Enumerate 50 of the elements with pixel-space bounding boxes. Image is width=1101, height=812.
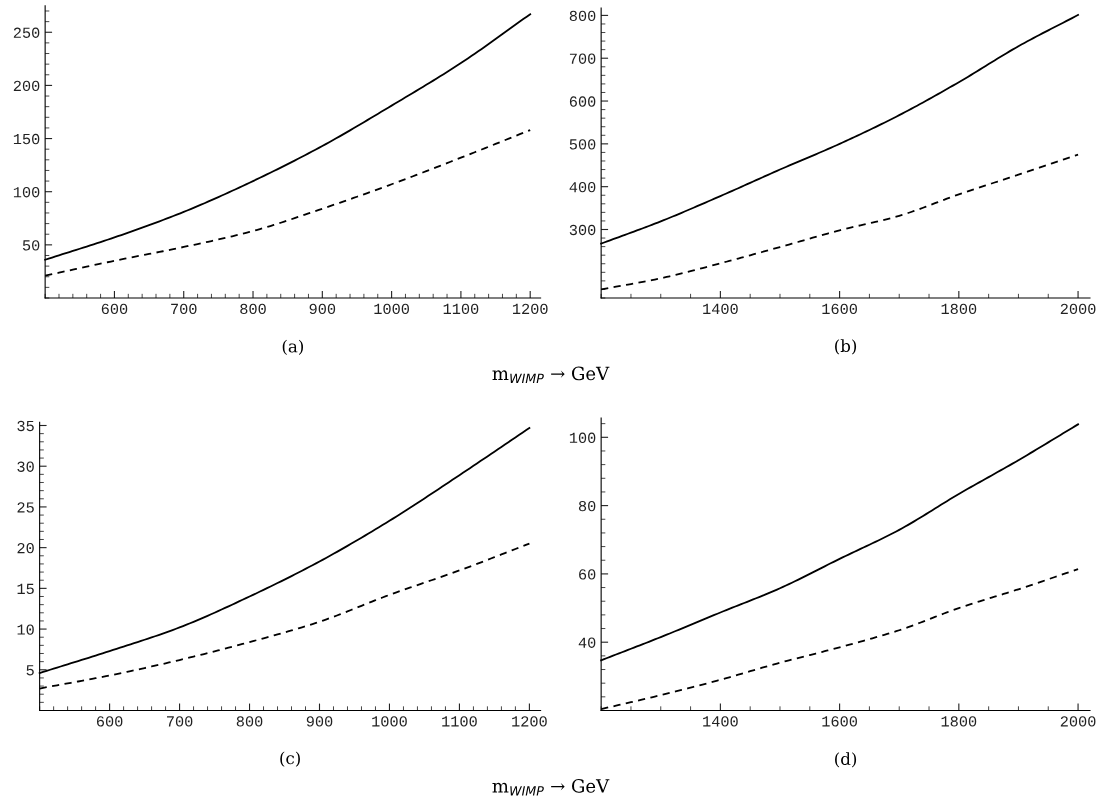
x-axis-title: m$_{WIMP}$ → GeV	[492, 779, 610, 796]
text: (d)	[835, 752, 857, 768]
x-tick-label: 1800	[941, 716, 977, 727]
y-tick-label: 150	[13, 133, 40, 145]
y-tick-label: 700	[569, 53, 596, 64]
x-tick-label: 2000	[1060, 716, 1096, 727]
y-tick-label: 60	[579, 569, 596, 580]
y-tick-label: 500	[569, 139, 596, 150]
x-tick-label: 1000	[374, 303, 409, 315]
x-tick-label: 900	[309, 303, 336, 315]
y-tick-label: 20	[17, 542, 34, 554]
x-tick-label: 800	[236, 716, 263, 727]
x-tick-label: 700	[166, 716, 193, 727]
x-tick-label: 1600	[822, 716, 857, 727]
x-tick-label: 1200	[512, 303, 548, 315]
x-tick-label: 1400	[703, 303, 738, 315]
x-tick-label: 1100	[443, 303, 479, 315]
x-tick-label: 1800	[941, 303, 977, 315]
x-tick-label: 700	[171, 303, 197, 315]
x-tick-label: 600	[96, 716, 123, 727]
y-tick-label: 600	[569, 96, 596, 107]
x-tick-label: 1000	[372, 716, 407, 727]
x-tick-label: 600	[101, 303, 128, 315]
y-tick-label: 5	[26, 665, 34, 676]
y-tick-label: 200	[13, 80, 40, 92]
y-tick-label: 35	[17, 420, 34, 432]
x-axis-title: m$_{WIMP}$ → GeV	[492, 366, 610, 383]
x-tick-label: 2000	[1060, 303, 1096, 315]
text: (b)	[835, 339, 857, 355]
x-tick-label: 1200	[512, 716, 547, 727]
y-tick-label: 300	[569, 224, 596, 236]
y-tick-label: 250	[13, 27, 40, 38]
y-tick-label: 800	[569, 10, 596, 22]
x-tick-label: 1600	[822, 303, 857, 315]
y-tick-label: 100	[13, 187, 40, 198]
y-tick-label: 400	[569, 181, 596, 193]
y-tick-label: 30	[17, 461, 34, 472]
text: (c)	[280, 751, 300, 767]
y-tick-label: 10	[17, 624, 34, 635]
y-tick-label: 25	[17, 502, 34, 513]
x-tick-label: 800	[240, 303, 266, 315]
x-tick-label: 900	[306, 716, 333, 727]
y-tick-label: 80	[578, 500, 596, 512]
y-tick-label: 50	[22, 240, 40, 251]
y-tick-label: 100	[569, 432, 596, 443]
text: (a)	[282, 339, 304, 355]
x-tick-label: 1100	[442, 716, 477, 727]
y-tick-label: 15	[17, 583, 34, 595]
y-tick-label: 40	[578, 637, 596, 648]
x-tick-label: 1400	[703, 716, 738, 727]
